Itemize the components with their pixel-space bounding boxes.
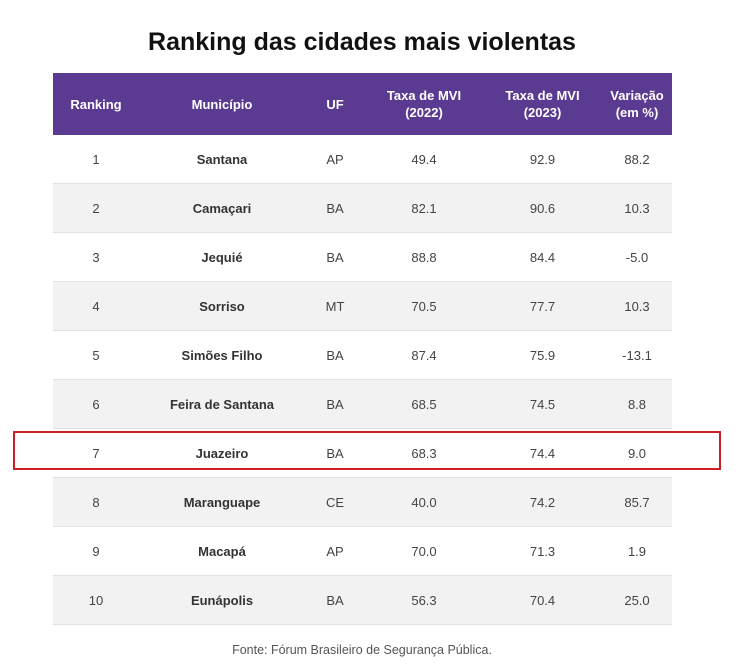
city-cell: Jequié xyxy=(139,232,305,282)
rate-2023-cell: 74.5 xyxy=(483,379,602,429)
ranking-cell: 9 xyxy=(53,526,139,576)
city-cell: Feira de Santana xyxy=(139,379,305,429)
ranking-cell: 2 xyxy=(53,183,139,233)
variation-cell: 9.0 xyxy=(602,428,672,478)
variation-cell: 85.7 xyxy=(602,477,672,527)
table-row: 3 Jequié BA 88.8 84.4 -5.0 xyxy=(53,232,672,282)
state-cell: CE xyxy=(305,477,365,527)
rate-2022-cell: 68.3 xyxy=(365,428,483,478)
rate-2022-cell: 70.0 xyxy=(365,526,483,576)
table-row: 2 Camaçari BA 82.1 90.6 10.3 xyxy=(53,183,672,233)
table-row: 9 Macapá AP 70.0 71.3 1.9 xyxy=(53,526,672,576)
state-cell: BA xyxy=(305,428,365,478)
variation-cell: -13.1 xyxy=(602,330,672,380)
state-cell: AP xyxy=(305,135,365,184)
table-row: 7 Juazeiro BA 68.3 74.4 9.0 xyxy=(53,428,672,478)
city-cell: Santana xyxy=(139,135,305,184)
rate-2023-cell: 70.4 xyxy=(483,575,602,625)
source-note: Fonte: Fórum Brasileiro de Segurança Púb… xyxy=(232,643,492,657)
ranking-cell: 10 xyxy=(53,575,139,625)
rate-2023-cell: 75.9 xyxy=(483,330,602,380)
ranking-table: Ranking Município UF Taxa de MVI (2022) … xyxy=(53,73,672,625)
state-cell: BA xyxy=(305,330,365,380)
ranking-cell: 3 xyxy=(53,232,139,282)
ranking-cell: 1 xyxy=(53,135,139,184)
variation-cell: 25.0 xyxy=(602,575,672,625)
rate-2022-cell: 40.0 xyxy=(365,477,483,527)
ranking-cell: 6 xyxy=(53,379,139,429)
table-row: 10 Eunápolis BA 56.3 70.4 25.0 xyxy=(53,575,672,625)
rate-2023-cell: 74.4 xyxy=(483,428,602,478)
column-header: Município xyxy=(139,73,305,135)
variation-cell: 10.3 xyxy=(602,281,672,331)
rate-2023-cell: 77.7 xyxy=(483,281,602,331)
table-header-row: Ranking Município UF Taxa de MVI (2022) … xyxy=(53,73,672,135)
column-header: Taxa de MVI (2022) xyxy=(365,73,483,135)
table-body: 1 Santana AP 49.4 92.9 88.2 2 Camaçari BA 82.1 90.… xyxy=(53,135,672,625)
state-cell: BA xyxy=(305,575,365,625)
rate-2023-cell: 92.9 xyxy=(483,135,602,184)
rate-2022-cell: 70.5 xyxy=(365,281,483,331)
rate-2023-cell: 84.4 xyxy=(483,232,602,282)
city-cell: Maranguape xyxy=(139,477,305,527)
variation-cell: 1.9 xyxy=(602,526,672,576)
rate-2022-cell: 68.5 xyxy=(365,379,483,429)
ranking-table-container: Ranking Município UF Taxa de MVI (2022) … xyxy=(53,73,672,625)
city-cell: Camaçari xyxy=(139,183,305,233)
variation-cell: -5.0 xyxy=(602,232,672,282)
rate-2022-cell: 88.8 xyxy=(365,232,483,282)
column-header: UF xyxy=(305,73,365,135)
state-cell: BA xyxy=(305,183,365,233)
chart-title: Ranking das cidades mais violentas xyxy=(148,28,576,56)
state-cell: BA xyxy=(305,232,365,282)
rate-2022-cell: 82.1 xyxy=(365,183,483,233)
column-header: Taxa de MVI (2023) xyxy=(483,73,602,135)
table-row: 6 Feira de Santana BA 68.5 74.5 8.8 xyxy=(53,379,672,429)
ranking-cell: 4 xyxy=(53,281,139,331)
rate-2023-cell: 71.3 xyxy=(483,526,602,576)
table-row: 1 Santana AP 49.4 92.9 88.2 xyxy=(53,135,672,184)
rate-2022-cell: 49.4 xyxy=(365,135,483,184)
city-cell: Sorriso xyxy=(139,281,305,331)
state-cell: MT xyxy=(305,281,365,331)
city-cell: Simões Filho xyxy=(139,330,305,380)
variation-cell: 88.2 xyxy=(602,135,672,184)
rate-2023-cell: 90.6 xyxy=(483,183,602,233)
state-cell: AP xyxy=(305,526,365,576)
city-cell: Macapá xyxy=(139,526,305,576)
ranking-cell: 8 xyxy=(53,477,139,527)
ranking-cell: 7 xyxy=(53,428,139,478)
rate-2022-cell: 56.3 xyxy=(365,575,483,625)
variation-cell: 8.8 xyxy=(602,379,672,429)
table-row: 8 Maranguape CE 40.0 74.2 85.7 xyxy=(53,477,672,527)
column-header: Variação (em %) xyxy=(602,73,672,135)
city-cell: Eunápolis xyxy=(139,575,305,625)
ranking-cell: 5 xyxy=(53,330,139,380)
variation-cell: 10.3 xyxy=(602,183,672,233)
city-cell: Juazeiro xyxy=(139,428,305,478)
table-row: 4 Sorriso MT 70.5 77.7 10.3 xyxy=(53,281,672,331)
rate-2022-cell: 87.4 xyxy=(365,330,483,380)
rate-2023-cell: 74.2 xyxy=(483,477,602,527)
column-header: Ranking xyxy=(53,73,139,135)
state-cell: BA xyxy=(305,379,365,429)
table-row: 5 Simões Filho BA 87.4 75.9 -13.1 xyxy=(53,330,672,380)
